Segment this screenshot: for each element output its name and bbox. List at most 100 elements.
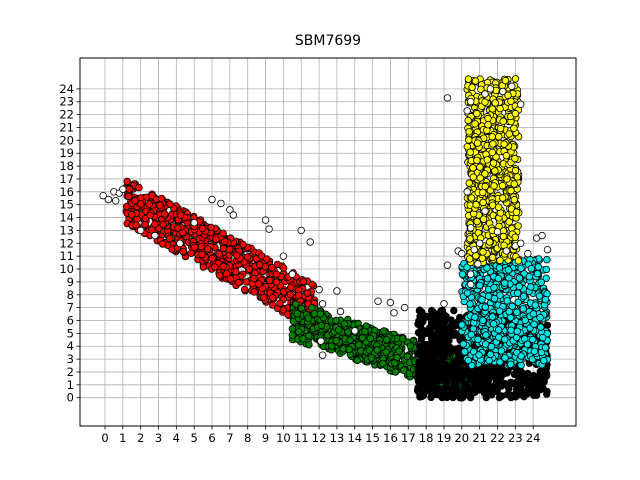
scatter-point [501,76,510,85]
scatter-point [481,207,489,215]
scatter-point [515,282,523,291]
scatter-point [445,337,453,345]
scatter-point [465,179,473,187]
scatter-point [488,132,496,141]
scatter-point [440,313,448,322]
scatter-point [265,225,273,233]
y-tick-label: 16 [59,185,74,199]
scatter-point [156,201,164,209]
scatter-point [476,163,484,171]
scatter-point [240,285,249,294]
scatter-point [511,109,520,118]
scatter-point [332,336,340,345]
scatter-point [473,156,481,164]
scatter-point [268,263,276,272]
scatter-point [211,263,219,271]
scatter-point [146,211,154,220]
y-tick-label: 11 [59,249,74,263]
scatter-point [513,289,522,297]
scatter-point [174,224,182,232]
x-tick-label: 2 [137,431,144,445]
scatter-point [494,203,503,211]
scatter-point [478,296,486,304]
scatter-point [503,175,511,183]
scatter-point [505,307,513,316]
scatter-point [491,167,499,175]
scatter-point [287,283,295,291]
scatter-point [502,151,511,160]
scatter-point [507,360,515,368]
scatter-point [217,199,225,208]
scatter-point [534,263,542,271]
scatter-point [476,373,485,381]
scatter-point [212,235,220,243]
scatter-point [495,132,503,141]
scatter-point [165,234,174,243]
scatter-point [332,316,340,325]
scatter-point [498,181,507,190]
scatter-point [468,83,476,91]
scatter-point [467,224,475,232]
x-tick-label: 18 [419,431,434,445]
x-tick-label: 17 [401,431,416,445]
scatter-point [293,310,301,318]
scatter-point [160,210,169,218]
scatter-point [417,344,425,353]
scatter-point [490,182,498,190]
x-tick-label: 6 [208,431,215,445]
scatter-point [131,196,139,205]
scatter-point [119,185,127,193]
scatter-point [490,320,498,328]
scatter-point [491,99,499,107]
scatter-point [437,307,445,315]
scatter-point [471,313,479,321]
scatter-point [440,341,449,349]
scatter-point [225,245,234,254]
scatter-point [506,313,515,322]
scatter-point [524,249,532,258]
scatter-point [471,120,479,128]
scatter-point [464,356,472,365]
scatter-point [503,297,511,305]
scatter-point [434,343,442,351]
scatter-point [440,392,448,401]
scatter-point [198,250,206,259]
y-tick-label: 7 [67,301,74,315]
scatter-point [537,323,545,331]
scatter-point [317,321,326,330]
scatter-point [263,255,271,263]
scatter-point [481,90,489,98]
scatter-point [414,385,422,393]
scatter-point [339,345,347,353]
scatter-point [279,306,287,314]
scatter-point [403,352,411,361]
scatter-point [510,124,518,132]
scatter-point [250,274,258,283]
y-tick-label: 8 [67,288,74,302]
scatter-point [366,334,374,343]
scatter-point [430,321,438,330]
scatter-point [533,269,542,278]
scatter-point [520,292,528,300]
scatter-point [255,280,263,288]
scatter-point [539,333,547,342]
scatter-point [459,340,468,348]
scatter-point [299,277,307,286]
scatter-point [176,239,184,247]
scatter-point [435,330,443,338]
scatter-point [361,327,369,336]
scatter-point [207,223,215,232]
scatter-point [355,341,363,349]
scatter-point [427,380,435,388]
x-tick-label: 3 [155,431,162,445]
scatter-point [466,148,474,156]
scatter-point [335,326,343,334]
scatter-point [513,327,521,335]
scatter-point [464,75,473,83]
scatter-point [472,200,480,209]
scatter-point [531,383,539,392]
scatter-point [400,366,408,374]
scatter-point [176,211,185,219]
x-tick-label: 14 [347,431,362,445]
scatter-point [151,220,159,228]
